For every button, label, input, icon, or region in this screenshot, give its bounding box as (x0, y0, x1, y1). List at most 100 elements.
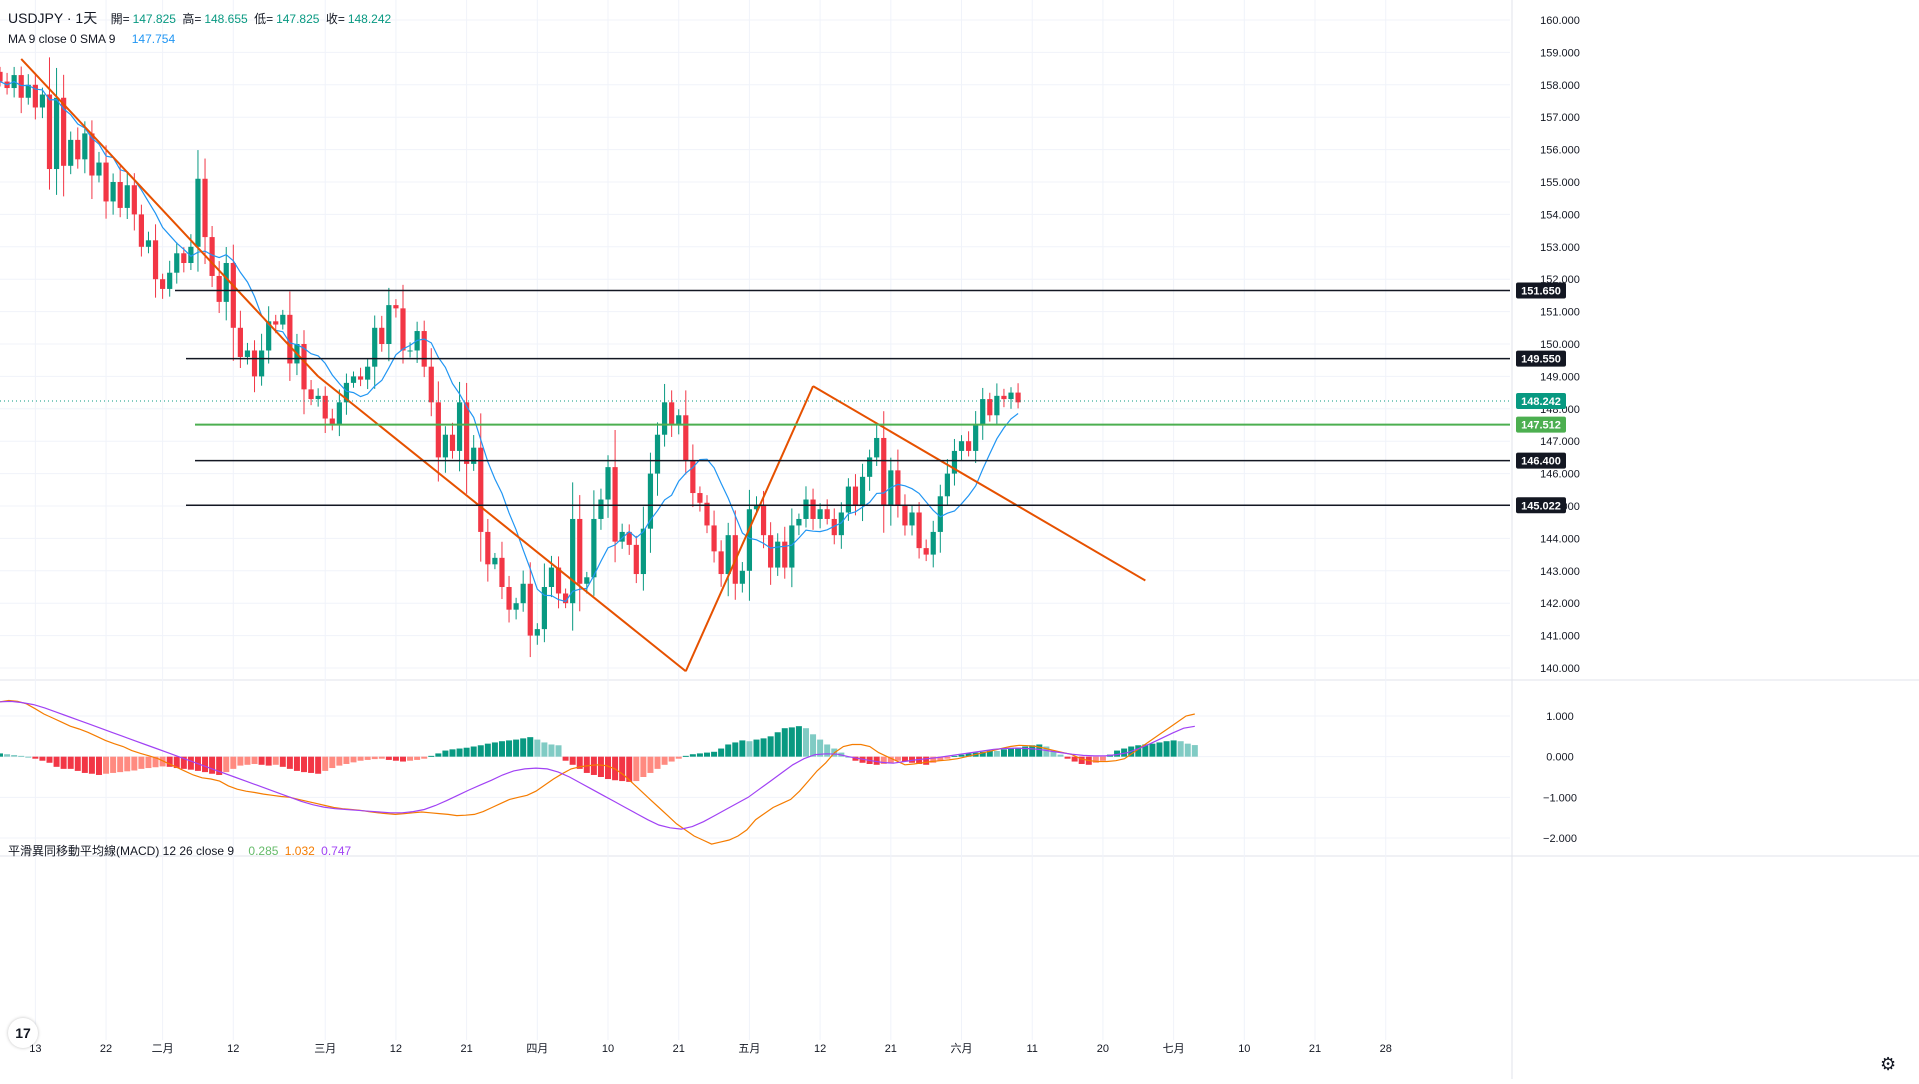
candle-body (513, 603, 519, 610)
macd-histogram-bar (272, 756, 279, 765)
candle-body (124, 185, 130, 208)
level-price-tag (1516, 350, 1566, 367)
candle-body (612, 467, 618, 542)
macd-histogram-bar (145, 756, 152, 769)
macd-histogram-bar (555, 745, 562, 757)
candle-body (53, 97, 60, 170)
ma-label[interactable]: MA 9 close 0 SMA 9 (8, 32, 116, 46)
macd-histogram-bar (1036, 744, 1043, 757)
trend-line (684, 385, 814, 672)
candle-body (669, 402, 675, 425)
macd-histogram-bar (237, 756, 244, 766)
candle-body (308, 389, 314, 400)
macd-histogram-bar (216, 756, 223, 775)
high-label: 高= (182, 12, 202, 26)
candle-body (633, 544, 639, 575)
price-tick-label: 150.000 (1540, 339, 1580, 351)
price-tick-label: 143.000 (1540, 566, 1580, 578)
candle-body (322, 395, 328, 419)
time-tick-label: 21 (885, 1043, 897, 1055)
candle-body (110, 182, 116, 202)
macd-histogram-bar (817, 739, 824, 757)
time-tick-label: 12 (390, 1043, 402, 1055)
macd-histogram-bar (725, 744, 732, 757)
candle-body (1001, 395, 1007, 400)
time-tick-label: 13 (29, 1043, 41, 1055)
candle-body (944, 473, 950, 497)
tradingview-logo-icon[interactable]: 17 (8, 1018, 38, 1048)
time-tick-label: 28 (1380, 1043, 1392, 1055)
candle-body (393, 305, 399, 309)
candle-body (421, 331, 427, 367)
macd-histogram-bar (286, 756, 293, 769)
time-tick-label: 21 (460, 1043, 472, 1055)
macd-histogram-bar (1022, 746, 1029, 757)
candle-body (980, 399, 986, 425)
candle-body (301, 344, 307, 390)
time-tick-label: 10 (1238, 1043, 1250, 1055)
candle-body (605, 467, 611, 500)
time-tick-label: 六月 (951, 1042, 973, 1055)
candle-body (471, 447, 477, 464)
time-tick-label: 21 (1309, 1043, 1321, 1055)
candle-body (68, 139, 74, 166)
macd-histogram-bar (428, 755, 435, 757)
macd-histogram-bar (569, 756, 576, 765)
macd-histogram-bar (230, 756, 237, 769)
macd-histogram-bar (435, 753, 442, 757)
macd-histogram-bar (187, 756, 194, 770)
macd-histogram-bar (520, 738, 527, 757)
candle-body (195, 178, 201, 247)
price-tick-label: 154.000 (1540, 209, 1580, 221)
candle-body (456, 402, 463, 451)
macd-histogram-bar (18, 755, 25, 757)
signal-line (0, 700, 1195, 830)
macd-histogram-bar (308, 756, 315, 773)
candle-body (824, 509, 830, 519)
macd-histogram-bar (909, 756, 916, 763)
macd-histogram-bar (1142, 744, 1149, 757)
candle-body (499, 557, 505, 587)
macd-histogram-bar (958, 754, 965, 757)
level-price-tag (1516, 416, 1566, 433)
symbol-title[interactable]: USDJPY · 1天 (8, 10, 98, 26)
candle-body (372, 327, 378, 367)
macd-histogram-bar (788, 727, 795, 757)
candle-body (626, 531, 632, 545)
level-price-tag (1516, 282, 1566, 299)
macd-histogram-bar (470, 746, 477, 757)
close-value: 148.242 (347, 12, 392, 26)
candle-body (1015, 392, 1021, 403)
macd-hist-value: 0.285 (248, 844, 279, 858)
candle-body (548, 567, 555, 587)
macd-histogram-bar (244, 756, 251, 765)
macd-histogram-bar (1064, 756, 1071, 759)
candle-body (386, 305, 392, 344)
price-tick-label: 147.000 (1540, 436, 1580, 448)
gear-icon[interactable]: ⚙ (1880, 1054, 1897, 1074)
level-price-label: 151.650 (1521, 286, 1561, 298)
candle-body (563, 593, 569, 604)
candle-body (711, 525, 717, 552)
candle-body (244, 350, 251, 357)
candle-body (916, 512, 922, 549)
candle-body (407, 350, 413, 352)
macd-histogram-bar (1163, 741, 1170, 757)
macd-histogram-bar (279, 756, 286, 767)
candle-body (697, 493, 703, 503)
candle-body (654, 434, 661, 474)
last-price-tag (1516, 392, 1566, 409)
time-tick-label: 20 (1097, 1043, 1109, 1055)
macd-signal-value: 0.747 (321, 844, 352, 858)
macd-histogram-bar (498, 741, 505, 757)
macd-histogram-bar (414, 756, 421, 760)
macd-histogram-bar (930, 756, 937, 763)
macd-histogram-bar (491, 742, 498, 757)
macd-histogram-bar (696, 753, 703, 757)
macd-label[interactable]: 平滑異同移動平均線(MACD) 12 26 close 9 (8, 844, 235, 858)
macd-histogram-bar (562, 756, 569, 761)
candle-body (782, 541, 788, 568)
candle-body (428, 366, 434, 403)
